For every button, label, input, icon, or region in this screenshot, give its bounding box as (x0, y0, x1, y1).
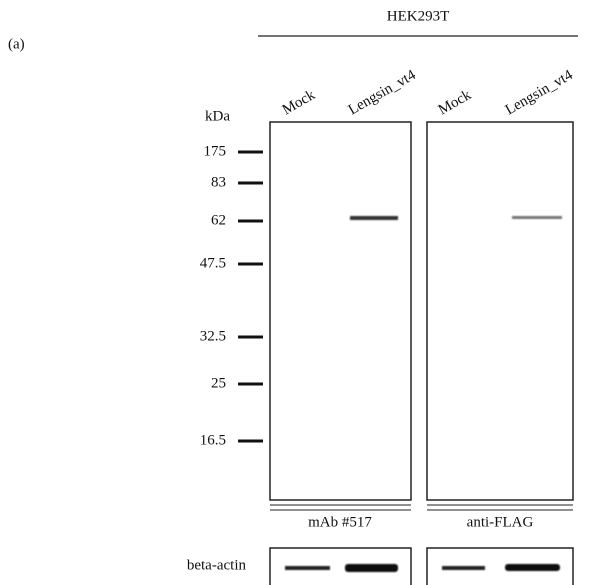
marker-label: 83 (211, 174, 226, 190)
figure: (a) HEK293T Mock Lengsin_vt4 Mock Lengsi… (0, 0, 592, 585)
band (345, 564, 398, 572)
panel-label: (a) (8, 36, 25, 52)
blot (427, 122, 573, 500)
marker-label: 25 (211, 375, 226, 391)
band (350, 216, 398, 220)
lane-label: Mock (436, 87, 475, 119)
blot (270, 122, 411, 500)
marker-label: 16.5 (200, 432, 226, 448)
band (505, 564, 560, 571)
antibody-label: anti-FLAG (467, 514, 534, 530)
cell-line: HEK293T (387, 8, 450, 24)
marker-label: 62 (211, 212, 226, 228)
marker-label: 47.5 (200, 255, 226, 271)
marker-ladder: 175 83 62 47.5 32.5 25 16.5 (200, 143, 263, 448)
lane-label: Lengsin_vt4 (346, 67, 419, 119)
marker-unit: kDa (205, 108, 230, 124)
antibody-label: mAb #517 (308, 514, 372, 530)
band (512, 216, 562, 219)
lane-label: Lengsin_vt4 (503, 67, 576, 119)
lane-label: Mock (280, 87, 319, 119)
band (442, 566, 485, 570)
band (285, 566, 330, 570)
marker-label: 175 (204, 143, 227, 159)
marker-label: 32.5 (200, 328, 226, 344)
loading-control-label: beta-actin (187, 557, 247, 573)
